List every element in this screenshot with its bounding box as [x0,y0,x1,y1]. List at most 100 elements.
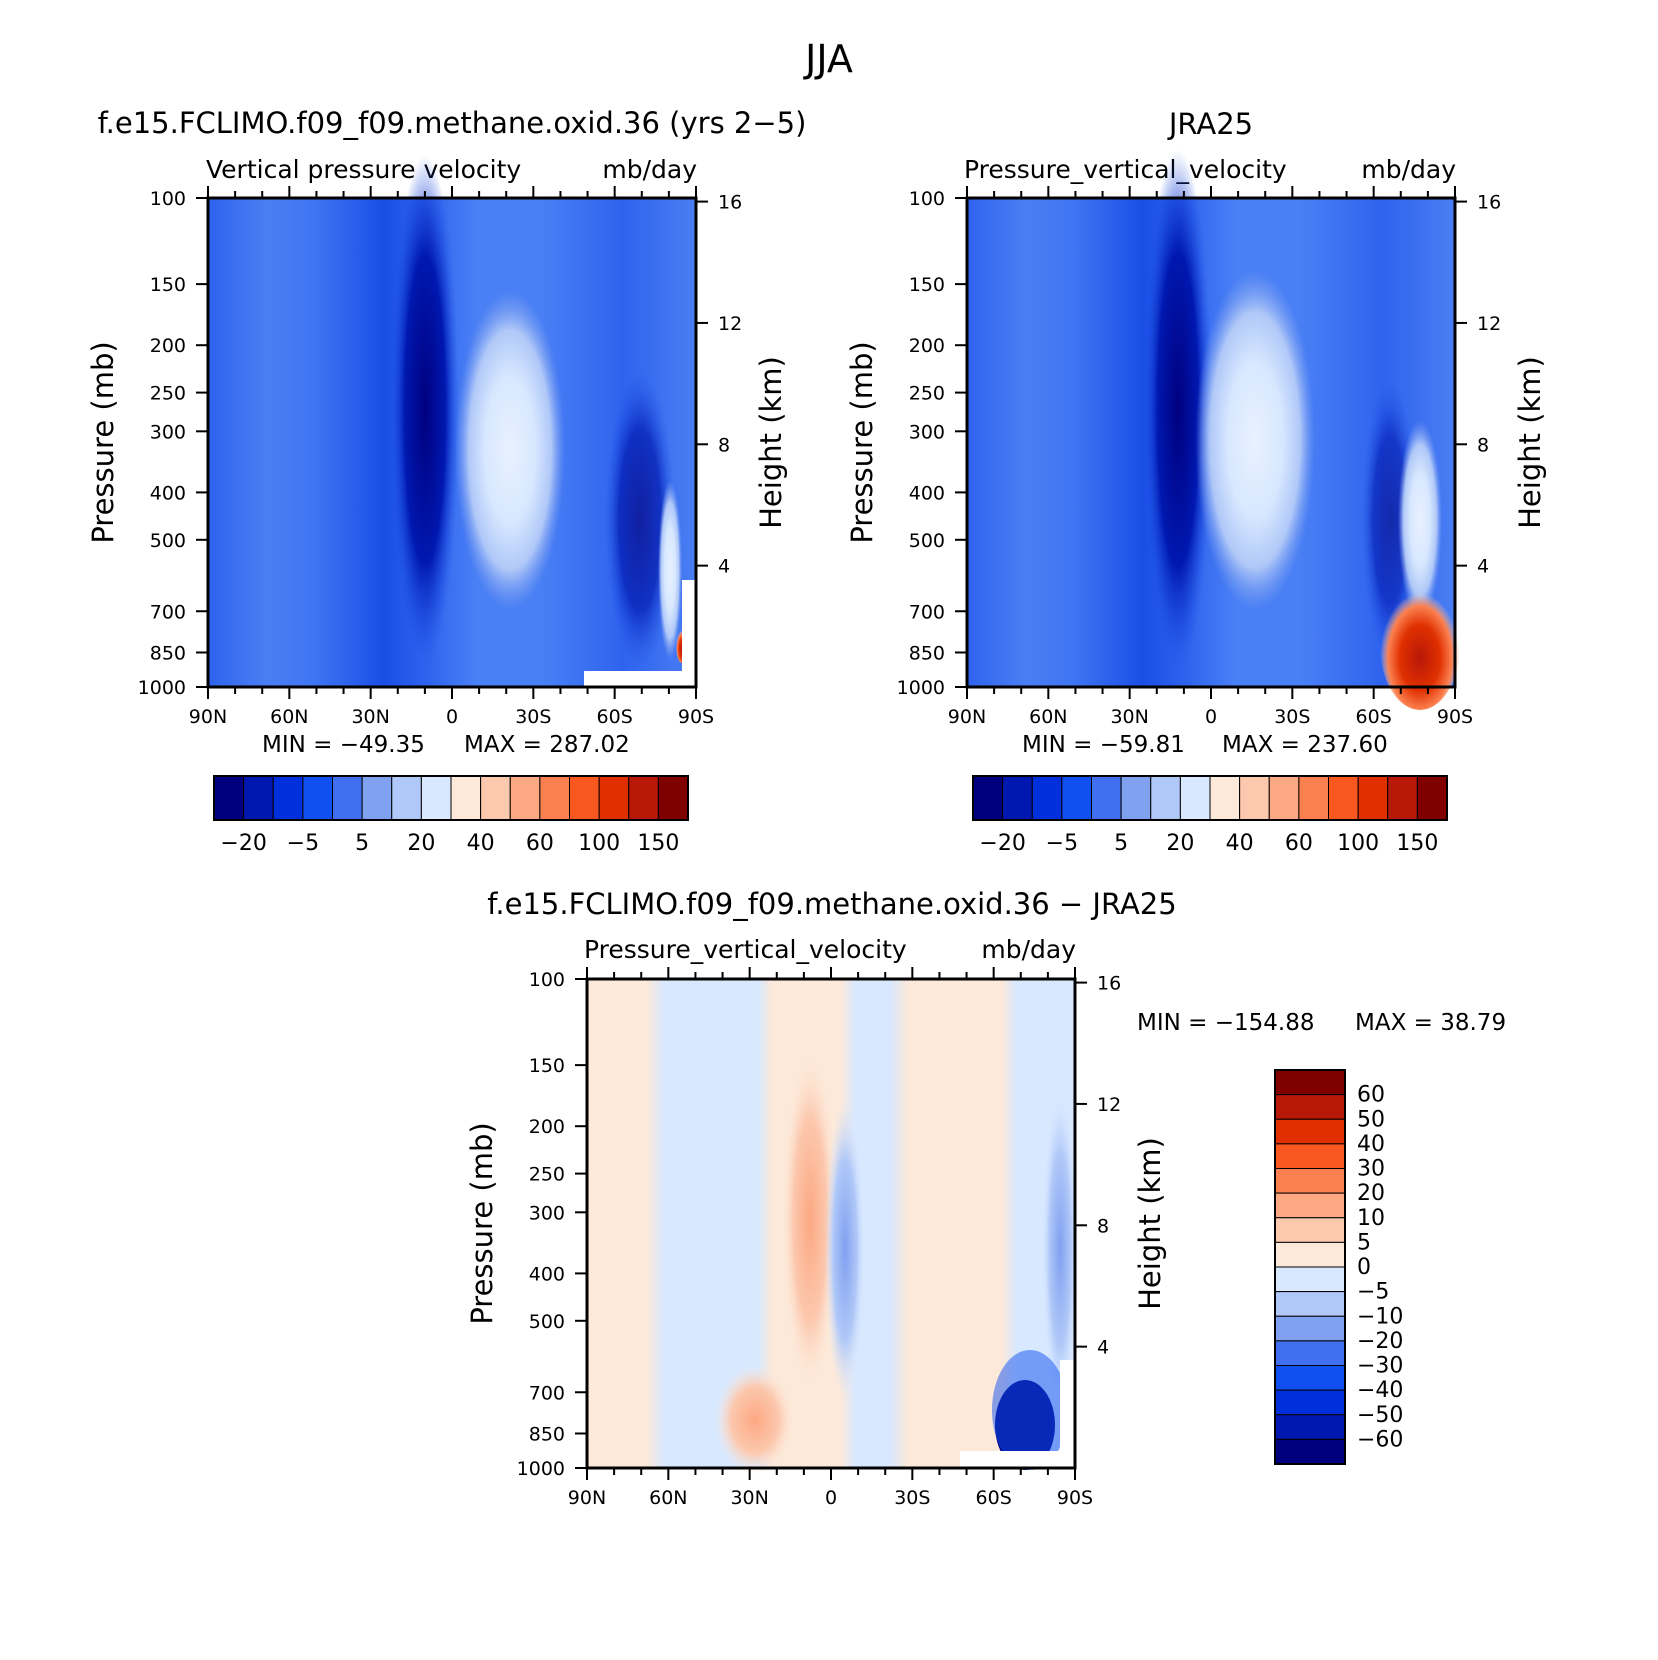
panel-1-colorbar-box [450,775,482,821]
panel-1-ytick-label: 700 [150,601,186,623]
panel-2-colorbar-label: 100 [1337,831,1379,856]
panel-2-ytick-label: 200 [909,335,945,357]
panel-1-xtick-label: 60S [597,706,633,728]
panel-1-right-tick-label: 12 [718,313,742,335]
figure-title: JJA [803,37,853,81]
panel-3-colorbar-label: 0 [1357,1255,1371,1280]
panel-3-colorbar-label: −10 [1357,1304,1403,1329]
panel-1-colorbar-box [302,775,333,821]
panel-3-right-tick-label: 16 [1097,973,1121,995]
panel-2-right-tick-label: 4 [1477,556,1489,578]
panel-3-xtick-label: 30S [894,1487,930,1509]
panel-2-right-tick-label: 12 [1477,313,1501,335]
panel-2-ylabel: Pressure (mb) [845,341,879,543]
panel-3-colorbar-frame [1274,1069,1346,1465]
panel-3-colorbar-label: 20 [1357,1181,1385,1206]
panel-2-colorbar-box [1298,775,1329,821]
panel-2-subtitle-left: Pressure_vertical_velocity [964,155,1287,184]
panel-1-colorbar-box [391,775,422,821]
panel-3-colorbar-box [1274,1291,1346,1317]
panel-3-colorbar-label: 60 [1357,1083,1385,1108]
panel-3-colorbar-box [1274,1315,1346,1342]
panel-3-max-label: MAX = 38.79 [1355,1010,1506,1036]
panel-1-ytick-label: 850 [150,642,186,664]
panel-3-subtitle-left: Pressure_vertical_velocity [584,935,907,964]
panel-1-ytick-label: 500 [150,530,186,552]
panel-1-colorbar-box [361,775,393,821]
panel-1-subtitle-left: Vertical pressure velocity [206,155,521,184]
panel-2-xtick-label: 60S [1356,706,1392,728]
panel-2-colorbar-frame [972,775,1448,821]
panel-3-ytick-label: 400 [529,1263,565,1285]
panel-3-xtick-label: 60S [976,1487,1012,1509]
panel-2-ytick-label: 300 [909,421,945,443]
panel-2-ytick-label: 150 [909,274,945,296]
panel-3-colorbar-box [1274,1340,1346,1366]
panel-2-colorbar-box [1120,775,1152,821]
panel-2-colorbar-box [1031,775,1063,821]
panel-3-colorbar-label: 40 [1357,1132,1385,1157]
panel-3-ytick-label: 300 [529,1202,565,1224]
panel-2-colorbar-label: 20 [1166,831,1194,856]
panel-3-ylabel-right: Height (km) [1133,1137,1167,1310]
panel-2-ytick-label: 250 [909,383,945,405]
panel-3-right-tick-label: 8 [1097,1215,1109,1237]
panel-2-colorbar-box [1387,775,1418,821]
panel-2-colorbar-box [1150,775,1181,821]
panel-2-ytick-label: 400 [909,482,945,504]
panel-3-min-label: MIN = −154.88 [1137,1010,1314,1036]
panel-2-xtick-label: 30N [1110,706,1148,728]
panel-1-colorbar-frame [213,775,689,821]
panel-3-ytick-label: 1000 [517,1458,565,1480]
panel-3-colorbar-label: 30 [1357,1157,1385,1182]
panel-3-right-tick-label: 4 [1097,1337,1109,1359]
panel-1-ytick-label: 300 [150,421,186,443]
panel-2-colorbar-box [1061,775,1092,821]
panel-2-xtick-label: 90S [1437,706,1473,728]
panel-1-colorbar-label: 100 [578,831,620,856]
panel-3-xtick-label: 60N [649,1487,687,1509]
panel-3-colorbar-label: −50 [1357,1403,1403,1428]
panel-3-ytick-label: 500 [529,1311,565,1333]
panel-1-colorbar-box [657,775,689,821]
panel-3-xtick-label: 90N [568,1487,606,1509]
panel-1-xtick-label: 0 [446,706,458,728]
panel-2-colorbar-box [1239,775,1270,821]
panel-1-right-tick-label: 8 [718,434,730,456]
panel-3-colorbar-label: −20 [1357,1329,1403,1354]
panel-1: f.e15.FCLIMO.f09_f09.methane.oxid.36 (yr… [86,106,806,856]
panel-2-colorbar-label: 150 [1396,831,1438,856]
panel-3-colorbar-label: 5 [1357,1230,1371,1255]
panel-3-colorbar-box [1274,1389,1346,1416]
panel-2-right-tick-label: 8 [1477,434,1489,456]
panel-1-title: f.e15.FCLIMO.f09_f09.methane.oxid.36 (yr… [98,106,807,140]
panel-2-colorbar-box [972,775,1004,821]
panel-2-ytick-label: 1000 [897,677,945,699]
panel-3-xtick-label: 0 [825,1487,837,1509]
panel-2-title: JRA25 [1167,107,1253,141]
panel-3-xtick-label: 30N [730,1487,768,1509]
panel-2-right-tick-label: 16 [1477,192,1501,214]
panel-3-colorbar-box [1274,1168,1346,1194]
panel-3-colorbar-label: −40 [1357,1378,1403,1403]
panel-2-colorbar-box [1268,775,1300,821]
panel-1-right-tick-label: 16 [718,192,742,214]
panel-1-ylabel: Pressure (mb) [86,341,120,543]
panel-1-colorbar-label: 150 [637,831,679,856]
panel-3-colorbar-box [1274,1217,1346,1243]
panel-1-colorbar-label: 60 [526,831,554,856]
panel-3-colorbar-box [1274,1069,1346,1096]
panel-2-colorbar-label: −20 [979,831,1025,856]
panel-3-ytick-label: 850 [529,1423,565,1445]
panel-1-ytick-label: 100 [150,188,186,210]
panel-3-colorbar-box [1274,1266,1346,1293]
panel-1-xtick-label: 90N [189,706,227,728]
panel-3-subtitle-right: mb/day [981,935,1076,964]
panel-2-colorbar-box [1002,775,1033,821]
panel-3-colorbar-box [1274,1094,1346,1120]
panel-1-subtitle-right: mb/day [602,155,697,184]
panel-3-colorbar-box [1274,1118,1346,1145]
panel-3-colorbar-label: −30 [1357,1354,1403,1379]
panel-3-xtick-label: 90S [1057,1487,1093,1509]
